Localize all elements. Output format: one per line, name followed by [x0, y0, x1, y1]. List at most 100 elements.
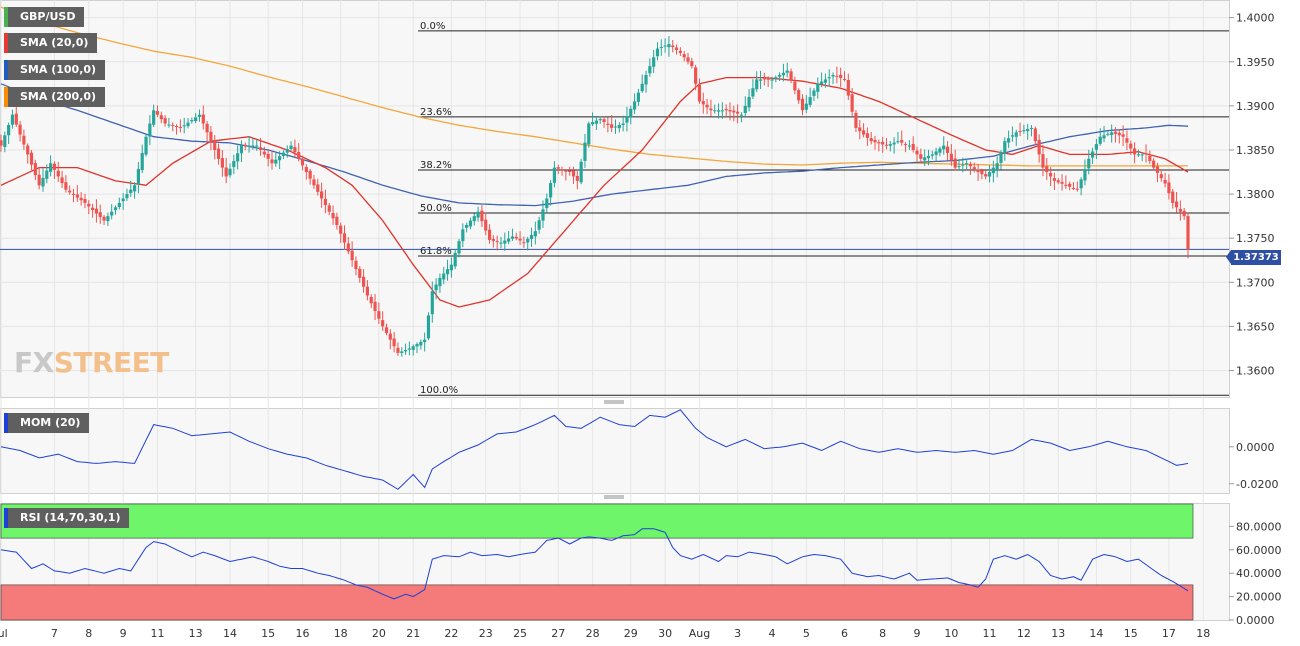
candle-body-4	[14, 113, 18, 125]
legend-sma200[interactable]: SMA (200,0)	[4, 87, 106, 107]
candle-body-140	[533, 231, 537, 237]
price-tick-label-2: 1.3700	[1236, 276, 1275, 289]
candle-body-153	[583, 142, 587, 161]
candle-body-183	[697, 84, 702, 102]
panel-1	[0, 408, 1230, 494]
candle-body-102	[388, 333, 392, 340]
candle-body-226	[861, 130, 866, 135]
candle-body-307	[1171, 191, 1175, 203]
candle-body-3	[10, 114, 15, 125]
candle-body-301	[1148, 155, 1152, 162]
candle-body-246	[938, 148, 942, 153]
candle-body-145	[552, 167, 557, 183]
x-tick-label-22: 5	[803, 627, 810, 640]
x-axis-labels: Jul 7 8 9 11 13 14 15 16 18 20 21 22 23 25 27 28 29 30 Aug 3…	[0, 627, 1210, 640]
candle-body-272	[1037, 139, 1041, 155]
candle-body-189	[720, 110, 724, 112]
price-tick-label-3: 1.3750	[1236, 232, 1275, 245]
price-tick-label-8: 1.4000	[1236, 12, 1275, 25]
legend-rsi[interactable]: RSI (14,70,30,1)	[4, 508, 130, 528]
candle-body-22	[83, 199, 87, 203]
candle-body-311	[1186, 216, 1190, 250]
candle-body-100	[381, 320, 385, 327]
candle-body-243	[926, 155, 931, 159]
candle-body-46	[174, 126, 179, 128]
x-tick-label-8: 16	[296, 627, 310, 640]
candle-body-205	[781, 72, 786, 76]
candle-body-197	[751, 88, 755, 97]
candle-body-53	[201, 114, 205, 124]
candle-body-254	[968, 164, 973, 167]
candle-body-107	[407, 348, 411, 350]
candle-body-21	[79, 197, 83, 201]
x-tick-label-16: 28	[586, 627, 600, 640]
candle-body-162	[617, 124, 621, 129]
legend-sma100[interactable]: SMA (100,0)	[4, 60, 106, 80]
candle-body-212	[808, 97, 812, 105]
candle-body-72	[274, 159, 278, 164]
candle-body-60	[228, 168, 232, 176]
candle-body-117	[445, 269, 450, 275]
candle-body-247	[942, 145, 946, 150]
candle-body-1	[3, 135, 7, 147]
candle-body-104	[396, 347, 400, 353]
candle-body-133	[507, 238, 511, 242]
indicator-lines	[0, 409, 1189, 600]
candle-body-23	[87, 203, 91, 207]
candle-body-81	[308, 170, 312, 179]
candle-body-75	[285, 149, 289, 153]
candle-body-134	[510, 236, 515, 239]
panel-resize-handles[interactable]	[604, 400, 624, 499]
candle-body-236	[900, 139, 904, 143]
candle-body-115	[438, 277, 442, 287]
candle-body-49	[186, 122, 190, 127]
candle-body-97	[369, 297, 373, 304]
candle-body-91	[346, 243, 350, 252]
candle-body-40	[152, 110, 156, 125]
candle-body-265	[1010, 135, 1015, 137]
candle-body-261	[995, 163, 999, 170]
candle-body-274	[1045, 166, 1049, 173]
x-tick-label-21: 4	[768, 627, 775, 640]
candle-body-285	[1087, 158, 1091, 169]
rsi-tick-label-3: 20.0000	[1236, 591, 1282, 604]
candle-body-37	[140, 152, 144, 171]
candle-body-9	[33, 163, 37, 175]
candle-body-154	[587, 123, 591, 145]
x-tick-label-26: 10	[944, 627, 958, 640]
candle-body-232	[884, 144, 889, 146]
candle-body-235	[896, 141, 900, 143]
candle-body-292	[1113, 131, 1118, 134]
candle-body-99	[377, 311, 381, 319]
candle-body-287	[1094, 144, 1098, 150]
candle-body-5	[18, 124, 22, 135]
candle-body-28	[106, 216, 110, 222]
candle-body-188	[716, 110, 721, 112]
legend-symbol[interactable]: GBP/USD	[4, 7, 85, 27]
candle-body-163	[621, 123, 625, 125]
candle-body-180	[686, 57, 690, 62]
candle-body-237	[903, 143, 908, 145]
legend-mom[interactable]: MOM (20)	[4, 413, 90, 433]
candle-body-14	[52, 163, 57, 170]
candle-body-13	[49, 163, 53, 172]
candle-body-147	[560, 169, 564, 171]
candle-body-94	[358, 268, 362, 278]
candle-body-166	[632, 101, 637, 110]
x-tick-label-19: Aug	[689, 627, 710, 640]
candle-body-139	[529, 234, 534, 240]
candle-body-257	[980, 170, 984, 175]
candle-body-108	[411, 346, 415, 350]
candle-body-275	[1048, 172, 1053, 177]
candle-body-193	[736, 111, 740, 114]
rsi-overbought-band	[0, 503, 1194, 539]
candle-body-225	[858, 127, 862, 132]
candle-body-255	[972, 167, 976, 170]
candle-body-191	[728, 110, 732, 112]
fib-label-3: 50.0%	[420, 203, 452, 214]
candle-body-244	[930, 154, 934, 156]
fib-label-5: 100.0%	[420, 385, 458, 396]
legend-sma20[interactable]: SMA (20,0)	[4, 33, 98, 53]
candle-body-132	[503, 240, 507, 244]
